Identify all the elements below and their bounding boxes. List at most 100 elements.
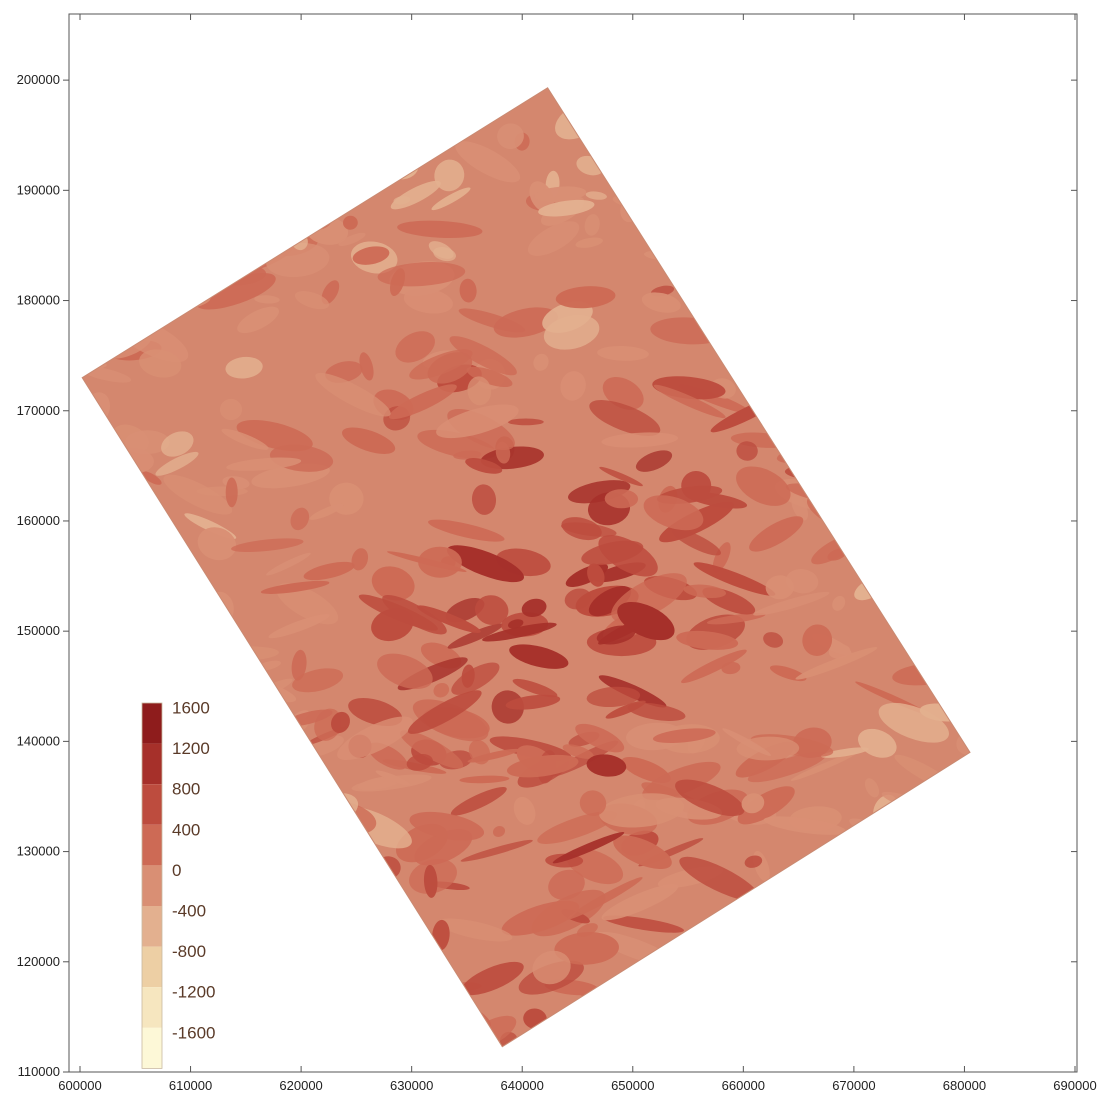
contour-patch — [467, 376, 492, 406]
legend-label: 0 — [172, 861, 181, 880]
x-tick-label: 620000 — [279, 1078, 322, 1093]
contour-patch — [587, 563, 605, 587]
contour-patch — [471, 484, 497, 515]
contour-patch — [124, 430, 170, 454]
contour-patch — [532, 950, 571, 985]
contour-patch — [534, 186, 587, 203]
contour-patch — [749, 516, 804, 552]
contour-patch — [747, 752, 827, 783]
contour-patch — [268, 613, 330, 639]
contour-patch — [434, 159, 465, 192]
y-axis: 110000 120000 130000 140000 150000 160000 1700… — [17, 72, 1077, 1079]
contour-patch — [521, 598, 547, 618]
contour-patch — [407, 690, 482, 734]
contour-patch — [303, 561, 355, 581]
legend-label: 1600 — [172, 698, 210, 717]
contour-patch — [225, 356, 263, 379]
contour-patch — [409, 811, 485, 841]
contour-patch — [586, 754, 627, 777]
contour-patch — [466, 366, 513, 387]
legend-border — [141, 702, 163, 1069]
contour-patch — [579, 790, 607, 817]
contour-patch — [763, 816, 847, 835]
contour-patch — [406, 754, 433, 771]
contour-patch — [451, 662, 500, 695]
contour-patch — [387, 551, 467, 572]
legend-label: -1200 — [172, 983, 215, 1002]
contour-patch — [601, 884, 679, 921]
contour-patch — [507, 619, 524, 629]
contour-patch — [693, 562, 776, 596]
legend-label: 800 — [172, 780, 200, 799]
contour-patch — [505, 694, 561, 710]
contour-patch — [560, 371, 586, 401]
contour-patch — [555, 286, 616, 309]
x-tick-label: 680000 — [943, 1078, 986, 1093]
contour-patch — [802, 624, 833, 656]
contour-patch — [465, 458, 503, 474]
contour-patch — [744, 855, 763, 868]
contour-patch — [219, 398, 243, 421]
contour-patch — [294, 291, 330, 310]
contour-patch — [403, 288, 453, 314]
y-tick-label: 170000 — [17, 403, 60, 418]
contour-patch — [197, 527, 237, 561]
contour-patch — [359, 352, 374, 381]
contour-patch — [567, 877, 643, 920]
contour-patch — [643, 495, 704, 531]
contour-patch — [676, 630, 739, 650]
contour-patch — [506, 754, 579, 778]
contour-patch — [679, 856, 760, 901]
contour-patch — [482, 622, 557, 642]
contour-patch — [337, 716, 413, 761]
contour-patch — [706, 613, 766, 625]
contour-patch — [155, 451, 199, 476]
contour-patch — [236, 419, 313, 452]
contour-patch — [832, 595, 846, 611]
contour-patch — [537, 811, 617, 844]
contour-patch — [342, 427, 396, 454]
contour-patch — [791, 494, 809, 521]
contour-patch — [351, 548, 369, 571]
contour-patch — [712, 542, 731, 573]
contour-patch — [562, 744, 594, 759]
contour-patch — [450, 786, 507, 816]
contour-patch — [753, 591, 830, 616]
contour-patch — [597, 345, 649, 361]
x-tick-label: 630000 — [390, 1078, 433, 1093]
contour-patch — [423, 864, 438, 898]
contour-patch — [512, 678, 558, 698]
contour-patch — [589, 400, 661, 436]
x-tick-label: 660000 — [722, 1078, 765, 1093]
x-tick-label: 670000 — [832, 1078, 875, 1093]
contour-patch — [509, 644, 569, 669]
contour-patch — [237, 306, 280, 334]
contour-patch — [351, 774, 432, 792]
contour-patch — [455, 141, 521, 183]
contour-patch — [458, 308, 526, 333]
survey-area-outline — [81, 87, 971, 1048]
legend-label: -400 — [172, 901, 206, 920]
contour-patch — [161, 431, 194, 457]
contour-patch — [460, 839, 533, 862]
contour-patch — [449, 336, 517, 376]
contour-patch — [795, 647, 878, 680]
y-tick-label: 120000 — [17, 954, 60, 969]
legend-swatch — [142, 784, 162, 825]
contour-patch — [459, 278, 477, 303]
contour-patch — [352, 246, 390, 265]
contour-patch — [389, 268, 406, 297]
contour-patch — [397, 220, 483, 238]
contour-patch — [635, 450, 673, 472]
contour-patch — [599, 793, 685, 828]
x-tick-label: 650000 — [611, 1078, 654, 1093]
contour-patch — [527, 221, 580, 256]
contour-patch — [400, 730, 464, 769]
y-tick-label: 160000 — [17, 513, 60, 528]
contour-patch — [393, 196, 411, 205]
x-axis: 600000 610000 620000 630000 640000 650000 6600… — [58, 14, 1097, 1093]
contour-patch — [613, 835, 672, 870]
contour-patch — [467, 748, 520, 763]
x-tick-label: 640000 — [501, 1078, 544, 1093]
